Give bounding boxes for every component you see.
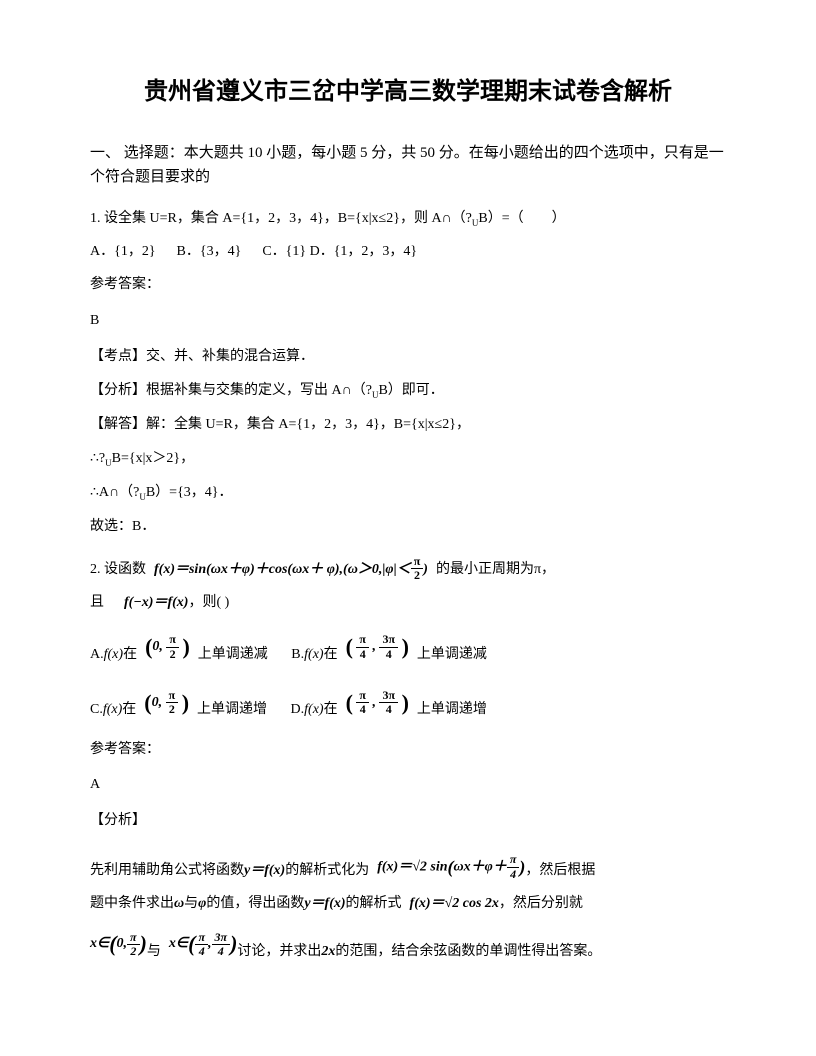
optD-pre: D. xyxy=(291,697,305,722)
q2-line1: 2. 设函数 f(x)＝sin(ωx＋φ)＋cos(ωx＋ φ),(ω＞0,|φ… xyxy=(90,555,726,582)
optB-interval: ( π4 , 3π4 ) xyxy=(346,627,409,667)
q1-solve3-suffix: B）={3，4}． xyxy=(146,485,233,500)
q1-solve2-prefix: ∴? xyxy=(90,451,105,466)
optC-mid: 在 xyxy=(122,697,136,722)
q1-solve2: ∴?UB={x|x＞2}， xyxy=(90,445,726,473)
para2-phi: φ xyxy=(198,891,206,916)
q1-answer: B xyxy=(90,308,726,333)
optA-post: 上单调递减 xyxy=(198,642,268,667)
optD-interval: ( π4 , 3π4 ) xyxy=(346,683,409,723)
optC-interval: (0, π2 ) xyxy=(144,683,189,723)
q2-line2: 且 f(−x)＝f(x) ，则( ) xyxy=(90,590,726,615)
q2-formula1: f(x)＝sin(ωx＋φ)＋cos(ωx＋ φ),(ω＞0,|φ|＜ xyxy=(154,557,411,582)
para2-mid2: 的解析式 xyxy=(346,891,402,916)
optC-post: 上单调递增 xyxy=(197,697,267,722)
para2-yfx: y＝f(x) xyxy=(304,891,345,916)
optD-fx: f(x) xyxy=(304,697,323,722)
para2-w: ω xyxy=(174,891,184,916)
q2-opts-row2: C. f(x) 在 (0, π2 ) 上单调递增 D. f(x) 在 ( π4 … xyxy=(90,683,726,729)
q1-analysis: 【分析】根据补集与交集的定义，写出 A∩（?UB）即可． xyxy=(90,377,726,405)
para1-post: ，然后根据 xyxy=(525,858,595,883)
para3-int2: x∈(π4,3π4) xyxy=(169,924,237,964)
q2-para2: 题中条件求出 ω 与 φ 的值，得出函数 y＝f(x) 的解析式 f(x)＝√2… xyxy=(90,891,726,916)
optD-post: 上单调递增 xyxy=(417,697,487,722)
q2-line2-formula: f(−x)＝f(x) xyxy=(124,590,188,615)
q2-optA: A. f(x) 在 (0, π2 ) 上单调递减 xyxy=(90,627,268,667)
para3-and: 与 xyxy=(147,939,161,964)
para2-post: ，然后分别就 xyxy=(499,891,583,916)
q2-opts-row1: A. f(x) 在 (0, π2 ) 上单调递减 B. f(x) 在 ( π4 … xyxy=(90,627,726,673)
q2-line2-pre: 且 xyxy=(90,590,104,615)
para3-mid: 讨论，并求出 xyxy=(237,939,321,964)
para1-pre: 先利用辅助角公式将函数 xyxy=(90,858,244,883)
q1-solve3: ∴A∩（?UB）={3，4}． xyxy=(90,479,726,507)
para1-yfx: y＝f(x) xyxy=(244,858,285,883)
q2-line2-post: ，则( ) xyxy=(188,590,229,615)
q2-optD: D. f(x) 在 ( π4 , 3π4 ) 上单调递增 xyxy=(291,683,487,723)
q1-text: 1. 设全集 U=R，集合 A={1，2，3，4}，B={x|x≤2}，则 A∩… xyxy=(90,205,726,233)
optA-fx: f(x) xyxy=(104,642,123,667)
para2-formula: f(x)＝√2 cos 2x xyxy=(410,891,499,916)
optA-interval: (0, π2 ) xyxy=(145,627,190,667)
para3-2x: 2x xyxy=(321,939,335,964)
q2-optB: B. f(x) 在 ( π4 , 3π4 ) 上单调递减 xyxy=(291,627,487,667)
para3-int1: x∈(0,π2) xyxy=(90,924,147,964)
para1-formula: f(x)＝√2 sin(ωx＋φ＋π4) xyxy=(377,851,525,883)
optB-pre: B. xyxy=(291,642,304,667)
para2-and: 与 xyxy=(184,891,198,916)
q1-solve1: 【解答】解：全集 U=R，集合 A={1，2，3，4}，B={x|x≤2}， xyxy=(90,411,726,439)
q1-solve2-suffix: B={x|x＞2}， xyxy=(112,451,194,466)
q1-analysis-prefix: 【分析】根据补集与交集的定义，写出 A∩（? xyxy=(90,383,372,398)
q1-answer-label: 参考答案： xyxy=(90,272,726,297)
optD-mid: 在 xyxy=(324,697,338,722)
optA-pre: A. xyxy=(90,642,104,667)
q1-solve3-prefix: ∴A∩（? xyxy=(90,485,139,500)
optB-fx: f(x) xyxy=(304,642,323,667)
frac-pi-2-a: π 2 xyxy=(411,555,424,582)
q2-answer: A xyxy=(90,772,726,797)
q2-answer-label: 参考答案： xyxy=(90,737,726,762)
q2-para3: x∈(0,π2) 与 x∈(π4,3π4) 讨论，并求出 2x 的范围，结合余弦… xyxy=(90,924,726,964)
q1-final: 故选：B． xyxy=(90,513,726,541)
q2-optC: C. f(x) 在 (0, π2 ) 上单调递增 xyxy=(90,683,267,723)
optB-mid: 在 xyxy=(324,642,338,667)
q2-analysis-tag: 【分析】 xyxy=(90,807,726,835)
optB-post: 上单调递减 xyxy=(417,642,487,667)
q1-suffix: B）=（ ） xyxy=(478,211,565,226)
optA-mid: 在 xyxy=(123,642,137,667)
q1-options: A．{1，2} B．{3，4} C．{1} D．{1，2，3，4} xyxy=(90,239,726,264)
optC-fx: f(x) xyxy=(103,697,122,722)
q2-prefix: 2. 设函数 xyxy=(90,557,146,582)
optC-pre: C. xyxy=(90,697,103,722)
q1-analysis-suffix: B）即可． xyxy=(378,383,443,398)
para3-post: 的范围，结合余弦函数的单调性得出答案。 xyxy=(335,939,601,964)
q2-formula1-end: ) xyxy=(423,557,428,582)
section-header: 一、 选择题：本大题共 10 小题，每小题 5 分，共 50 分。在每小题给出的… xyxy=(90,141,726,189)
para2-pre: 题中条件求出 xyxy=(90,891,174,916)
para2-mid1: 的值，得出函数 xyxy=(206,891,304,916)
q2-suffix1: 的最小正周期为π， xyxy=(436,557,555,582)
q1-point: 【考点】交、并、补集的混合运算． xyxy=(90,343,726,371)
page-title: 贵州省遵义市三岔中学高三数学理期末试卷含解析 xyxy=(90,70,726,113)
q1-prefix: 1. 设全集 U=R，集合 A={1，2，3，4}，B={x|x≤2}，则 A∩… xyxy=(90,211,472,226)
para1-mid: 的解析式化为 xyxy=(285,858,369,883)
q2-para1: 先利用辅助角公式将函数 y＝f(x) 的解析式化为 f(x)＝√2 sin(ωx… xyxy=(90,851,726,883)
